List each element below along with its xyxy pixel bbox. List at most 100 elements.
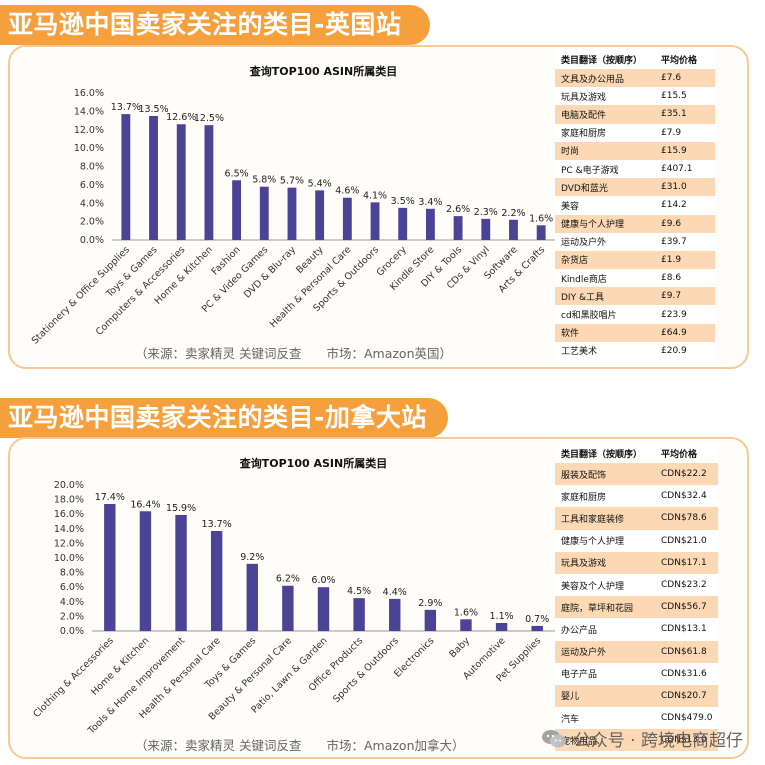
ca-category-label: Sports & Outdoors: [331, 635, 401, 705]
ca-bar-value-label: 6.2%: [276, 574, 300, 585]
ca-bar-value-label: 1.6%: [454, 607, 478, 618]
ca-table-price-cell: CDN$17.1: [655, 551, 719, 574]
ca-table-price-cell: CDN$23.2: [655, 573, 719, 597]
uk-bar: [509, 219, 518, 240]
uk-bar-value-label: 4.6%: [335, 186, 359, 197]
ca-table-category-cell: 汽车: [555, 707, 655, 730]
uk-bar-chart: 查询TOP100 ASIN所属类目 0.0% 2.0% 4.0% 6.0% 8.0% 10.…: [30, 64, 555, 347]
uk-bar: [481, 218, 491, 240]
ca-table-category-cell: 玩具及游戏: [555, 551, 655, 574]
ca-table-row: 办公产品 CDN$13.1: [555, 618, 719, 641]
ca-bar-value-label: 1.1%: [490, 611, 514, 622]
uk-table-row: cd和黑胶唱片 £23.9: [555, 305, 715, 324]
ca-table-price-cell: CDN$32.4: [655, 485, 719, 508]
uk-price-table: 类目翻译（按顺序） 平均价格 文具及办公用品 £7.6 玩具及游戏 £15.5 电脑及配…: [555, 49, 715, 360]
ca-price-table: 类目翻译（按顺序） 平均价格 服装及配饰 CDN$22.2 家庭和厨房 CDN$32.…: [555, 443, 719, 752]
uk-table-row: 软件 £64.9: [555, 323, 715, 342]
uk-bar: [315, 190, 325, 240]
uk-table-category-cell: 文具及办公用品: [555, 69, 655, 88]
uk-table-category-cell: 电脑及配件: [555, 105, 655, 124]
uk-bar: [204, 125, 214, 240]
ca-bar: [317, 587, 330, 631]
uk-table-row: 工艺美术 £20.9: [555, 341, 715, 360]
uk-table-category-cell: 健康与个人护理: [555, 214, 655, 233]
uk-bar-value-label: 12.5%: [194, 113, 224, 124]
ca-bar-value-label: 4.4%: [383, 587, 407, 598]
uk-table-category-cell: 美容: [555, 196, 655, 215]
uk-section-banner: 亚马逊中国卖家关注的类目-英国站: [0, 5, 430, 45]
ca-y-tick-label: 0.0%: [60, 626, 84, 637]
uk-table-category-cell: 时尚: [555, 141, 655, 160]
ca-table-row: 家庭和厨房 CDN$32.4: [555, 485, 719, 508]
ca-bar: [104, 503, 116, 631]
uk-table-row: DVD和蓝光 £31.0: [555, 178, 715, 197]
uk-y-tick-label: 12.0%: [74, 125, 104, 136]
uk-y-tick-label: 4.0%: [80, 198, 104, 209]
ca-category-label: Baby: [447, 635, 472, 660]
ca-table-row: 工具和家庭装修 CDN$78.6: [555, 507, 719, 530]
uk-bar-value-label: 3.5%: [391, 196, 415, 207]
ca-table-category-cell: 工具和家庭装修: [555, 507, 655, 530]
ca-table-price-cell: CDN$31.6: [655, 662, 719, 685]
uk-bar-value-label: 2.6%: [446, 204, 470, 215]
ca-bar: [246, 563, 258, 631]
ca-table-row: 运动及户外 CDN$61.8: [555, 640, 719, 663]
ca-table-category-cell: 健康与个人护理: [555, 529, 655, 552]
ca-bar: [139, 511, 152, 631]
ca-table-row: 美容及个人护理 CDN$23.2: [555, 573, 719, 597]
ca-y-tick-label: 10.0%: [54, 553, 84, 564]
uk-table-price-cell: £407.1: [655, 159, 715, 179]
uk-table-category-cell: DVD和蓝光: [555, 178, 655, 197]
uk-table-price-cell: £35.1: [655, 105, 715, 124]
ca-bar-value-label: 15.9%: [166, 503, 196, 514]
ca-chart-title: 查询TOP100 ASIN所属类目: [240, 456, 387, 470]
uk-table-category-cell: 运动及户外: [555, 232, 655, 251]
uk-y-tick-label: 8.0%: [80, 162, 104, 173]
ca-bar: [282, 585, 294, 631]
uk-chart-panel: 查询TOP100 ASIN所属类目 0.0% 2.0% 4.0% 6.0% 8.0% 10.…: [8, 45, 749, 369]
ca-y-tick-label: 4.0%: [60, 597, 84, 608]
ca-section-banner: 亚马逊中国卖家关注的类目-加拿大站: [0, 398, 448, 438]
uk-chart-title: 查询TOP100 ASIN所属类目: [250, 64, 397, 78]
uk-bar: [232, 180, 242, 240]
ca-table-category-cell: 运动及户外: [555, 640, 655, 663]
ca-y-tick-label: 20.0%: [54, 480, 84, 491]
uk-y-tick-label: 10.0%: [74, 143, 104, 154]
uk-table-row: Kindle商店 £8.6: [555, 269, 715, 288]
ca-table-row: 庭院，草坪和花园 CDN$56.7: [555, 596, 719, 619]
uk-bar-value-label: 12.6%: [166, 112, 196, 123]
uk-bar-value-label: 13.5%: [138, 104, 168, 115]
uk-bar-value-label: 1.6%: [529, 213, 553, 224]
ca-bar-value-label: 4.5%: [347, 586, 371, 597]
uk-table-header-price: 平均价格: [655, 49, 715, 69]
uk-table-category-cell: 工艺美术: [555, 341, 655, 360]
uk-bar-value-label: 2.2%: [501, 208, 525, 219]
ca-source-note: （来源：卖家精灵 关键词反查 市场：Amazon加拿大）: [135, 738, 465, 753]
uk-bar-value-label: 5.4%: [308, 178, 332, 189]
uk-table-row: 玩具及游戏 £15.5: [555, 87, 715, 106]
uk-table-category-cell: 家庭和厨房: [555, 123, 655, 142]
uk-y-tick-label: 6.0%: [80, 180, 104, 191]
uk-table-price-cell: £15.5: [655, 87, 715, 106]
uk-bar-value-label: 5.7%: [280, 176, 304, 187]
ca-bar-chart: 查询TOP100 ASIN所属类目 0.0% 2.0% 4.0% 6.0% 8.0% 10.…: [31, 456, 555, 737]
uk-table-category-cell: 玩具及游戏: [555, 87, 655, 106]
ca-table-category-cell: 服装及配饰: [555, 463, 655, 486]
uk-table-category-cell: Kindle商店: [555, 269, 655, 288]
ca-bar: [531, 625, 543, 631]
ca-table-row: 服装及配饰 CDN$22.2: [555, 463, 719, 486]
ca-table-price-cell: CDN$13.1: [655, 618, 719, 641]
uk-y-tick-label: 2.0%: [80, 217, 104, 228]
ca-bar-value-label: 16.4%: [130, 499, 160, 510]
uk-y-tick-label: 14.0%: [74, 106, 104, 117]
uk-table-header-category: 类目翻译（按顺序）: [555, 49, 655, 69]
uk-table-price-cell: £14.2: [655, 196, 715, 215]
ca-table-price-cell: CDN$56.7: [655, 596, 719, 619]
uk-table-row: DIY &工具 £9.7: [555, 287, 715, 306]
ca-table-row: 汽车 CDN$479.0: [555, 707, 719, 730]
watermark: 公众号 · 跨境电商超仔: [540, 726, 743, 751]
uk-category-label: Stationery & Office Supplies: [30, 244, 132, 346]
uk-bar: [536, 225, 546, 240]
uk-table-price-cell: £39.7: [655, 232, 715, 251]
uk-category-label: DVD & Blu-ray: [242, 244, 298, 300]
